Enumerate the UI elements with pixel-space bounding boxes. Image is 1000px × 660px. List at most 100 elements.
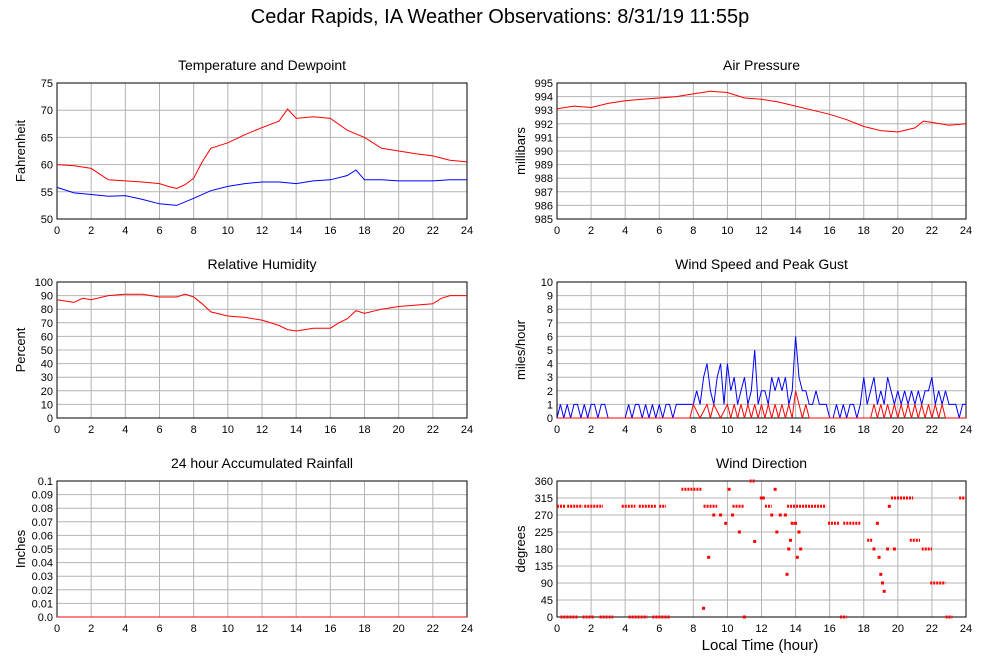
y-tick-label: 0.0 (38, 612, 53, 624)
y-tick-label: 0.1 (38, 476, 53, 488)
x-tick-label: 24 (960, 225, 972, 237)
direction-point (882, 589, 886, 593)
direction-point (712, 513, 716, 517)
direction-point (719, 513, 723, 517)
y-tick-label: 1 (547, 399, 553, 411)
y-tick-label: 0 (547, 413, 553, 425)
y-axis-label: millibars (513, 127, 528, 175)
x-tick-label: 2 (88, 424, 94, 436)
y-tick-label: 60 (41, 331, 53, 343)
y-tick-label: 225 (535, 527, 553, 539)
x-tick-label: 22 (427, 623, 439, 635)
x-tick-label: 6 (156, 225, 162, 237)
y-tick-label: 70 (41, 318, 53, 330)
y-tick-label: 65 (41, 132, 53, 144)
x-tick-label: 18 (358, 225, 370, 237)
x-tick-label: 14 (789, 225, 801, 237)
x-tick-label: 22 (427, 225, 439, 237)
x-tick-label: 12 (256, 424, 268, 436)
y-axis-label: miles/hour (513, 319, 528, 380)
x-tick-label: 6 (156, 424, 162, 436)
x-tick-label: 0 (554, 424, 560, 436)
direction-point (877, 555, 881, 559)
panel-title: Wind Direction (716, 455, 807, 471)
main-title: Cedar Rapids, IA Weather Observations: 8… (250, 6, 750, 28)
series-line-pressure-0 (556, 90, 967, 133)
y-tick-label: 0.03 (32, 571, 53, 583)
y-tick-label: 2 (547, 386, 553, 398)
direction-point (724, 521, 728, 525)
direction-point (702, 606, 706, 610)
y-tick-label: 270 (535, 510, 553, 522)
direction-point (753, 539, 757, 543)
x-tick-label: 24 (960, 623, 972, 635)
x-tick-label: 20 (393, 424, 405, 436)
y-tick-label: 994 (535, 92, 553, 104)
y-tick-label: 988 (535, 173, 553, 185)
y-tick-label: 100 (35, 277, 53, 289)
x-tick-label: 16 (324, 424, 336, 436)
y-tick-label: 50 (41, 345, 53, 357)
x-tick-label: 8 (191, 225, 197, 237)
plot-frame (556, 480, 967, 618)
y-tick-label: 992 (535, 119, 553, 131)
x-tick-label: 20 (393, 225, 405, 237)
x-tick-label: 14 (789, 424, 801, 436)
y-tick-label: 5 (547, 345, 553, 357)
y-tick-label: 20 (41, 386, 53, 398)
x-tick-label: 10 (222, 424, 234, 436)
x-axis-title: Local Time (hour) (701, 637, 819, 654)
x-tick-label: 22 (926, 424, 938, 436)
direction-point (794, 521, 798, 525)
x-tick-label: 10 (721, 225, 733, 237)
y-tick-label: 0 (47, 413, 53, 425)
direction-point (880, 581, 884, 585)
panel-title: 24 hour Accumulated Rainfall (171, 455, 353, 471)
x-tick-label: 10 (721, 424, 733, 436)
direction-point (783, 513, 787, 517)
y-axis-label: Fahrenheit (13, 120, 28, 183)
x-tick-label: 8 (690, 623, 696, 635)
y-tick-label: 180 (535, 544, 553, 556)
x-tick-label: 2 (588, 225, 594, 237)
x-tick-label: 14 (789, 623, 801, 635)
y-tick-label: 990 (535, 146, 553, 158)
series-line-wind-1 (557, 390, 966, 420)
y-tick-label: 993 (535, 105, 553, 117)
x-tick-label: 6 (656, 623, 662, 635)
direction-point (770, 513, 774, 517)
y-tick-label: 0.05 (32, 544, 53, 556)
y-tick-label: 8 (547, 304, 553, 316)
y-tick-label: 987 (535, 187, 553, 199)
x-tick-label: 4 (622, 623, 628, 635)
y-tick-label: 90 (541, 578, 553, 590)
plot-frame (56, 281, 468, 419)
y-tick-label: 135 (535, 561, 553, 573)
x-tick-label: 0 (554, 225, 560, 237)
x-tick-label: 18 (858, 623, 870, 635)
direction-point (742, 615, 746, 619)
series-line-humidity-0 (56, 293, 467, 332)
direction-point (731, 513, 735, 517)
y-tick-label: 10 (541, 277, 553, 289)
y-tick-label: 75 (41, 78, 53, 90)
direction-point (875, 521, 879, 525)
direction-point (795, 555, 799, 559)
x-tick-label: 8 (690, 225, 696, 237)
direction-point (760, 496, 763, 500)
direction-point (788, 538, 792, 542)
y-tick-label: 985 (535, 214, 553, 226)
plot-frame (56, 82, 468, 220)
x-tick-label: 20 (892, 623, 904, 635)
y-tick-label: 3 (547, 372, 553, 384)
y-tick-label: 0.02 (32, 585, 53, 597)
y-tick-label: 10 (41, 399, 53, 411)
direction-point (737, 530, 741, 534)
x-tick-label: 4 (622, 225, 628, 237)
y-axis-label: Inches (13, 529, 28, 568)
direction-point (775, 530, 779, 534)
y-tick-label: 315 (535, 493, 553, 505)
x-tick-label: 18 (358, 424, 370, 436)
